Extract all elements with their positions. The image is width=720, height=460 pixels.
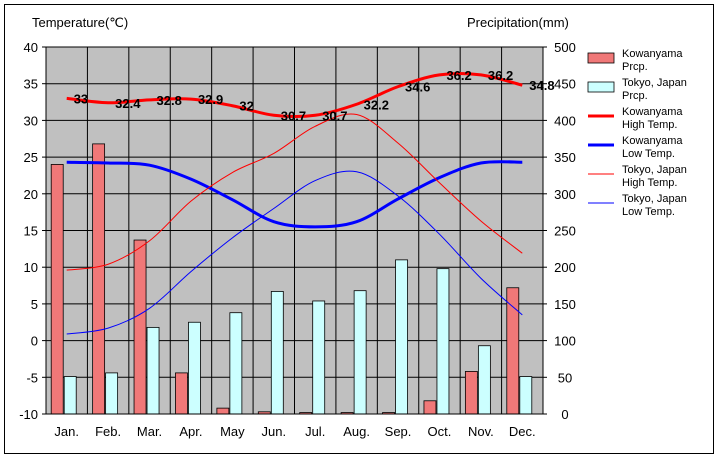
bar-tokyo-prcp [146, 326, 160, 415]
data-label: 36.2 [446, 68, 471, 83]
x-tick-label: Jun. [262, 424, 287, 439]
x-tick-label: Mar. [137, 424, 162, 439]
right-tick-label: 200 [554, 260, 576, 275]
x-tick-label: Jan. [54, 424, 79, 439]
bar-tokyo-prcp [477, 345, 491, 415]
right-tick-label: 250 [554, 224, 576, 239]
legend-label: Tokyo, Japan [622, 193, 687, 205]
bar-tokyo-prcp [63, 376, 77, 415]
line-tokyo-high [66, 113, 523, 271]
bar-tokyo-prcp [229, 312, 243, 415]
legend-swatch [587, 52, 615, 64]
x-tick-label: Oct. [428, 424, 452, 439]
bar-tokyo-prcp [312, 300, 326, 415]
right-tick-label: 500 [554, 40, 576, 55]
legend-label: Kowanyama [622, 48, 683, 60]
right-tick-label: 450 [554, 77, 576, 92]
left-tick-label: 30 [24, 113, 38, 128]
bar-tokyo-prcp [105, 372, 119, 415]
legend-label: Prcp. [622, 61, 648, 73]
right-tick-label: 400 [554, 113, 576, 128]
axes: -10-505101520253035400501001502002503003… [19, 40, 576, 439]
x-tick-label: Sep. [385, 424, 412, 439]
data-label: 30.7 [322, 108, 347, 123]
x-tick-label: Jul. [305, 424, 325, 439]
legend-label: Tokyo, Japan [622, 164, 687, 176]
left-axis-title: Temperature(℃) [32, 15, 128, 30]
x-tick-label: Dec. [509, 424, 536, 439]
bar-tokyo-prcp [353, 290, 367, 415]
legend-label: Low Temp. [622, 206, 675, 218]
right-tick-label: 50 [558, 370, 572, 385]
bar-kowanyama-prcp [92, 143, 106, 415]
x-tick-label: Nov. [468, 424, 494, 439]
bar-tokyo-prcp [395, 259, 408, 415]
right-axis-title: Precipitation(mm) [467, 15, 569, 30]
precipitation-bars [50, 143, 533, 415]
data-label: 32.9 [198, 92, 223, 107]
bar-kowanyama-prcp [216, 407, 230, 415]
legend-label: Prcp. [622, 90, 648, 102]
right-tick-label: 100 [554, 334, 576, 349]
right-tick-label: 350 [554, 150, 576, 165]
left-tick-label: 10 [24, 260, 38, 275]
data-label: 36.2 [488, 68, 513, 83]
right-tick-label: 300 [554, 187, 576, 202]
left-tick-label: -5 [26, 370, 38, 385]
x-tick-label: Feb. [95, 424, 121, 439]
left-tick-label: 5 [31, 297, 38, 312]
left-tick-label: 0 [31, 334, 38, 349]
data-label: 32.4 [115, 96, 141, 111]
left-tick-label: 35 [24, 77, 38, 92]
bar-tokyo-prcp [436, 268, 450, 415]
legend-swatch [587, 81, 615, 93]
data-label: 32.2 [364, 97, 389, 112]
data-label: 32.8 [157, 93, 182, 108]
left-tick-label: 40 [24, 40, 38, 55]
data-label: 30.7 [281, 108, 306, 123]
left-tick-label: 15 [24, 224, 38, 239]
bar-kowanyama-prcp [175, 372, 188, 415]
bar-tokyo-prcp [519, 376, 533, 415]
right-tick-label: 150 [554, 297, 576, 312]
left-tick-label: 25 [24, 150, 38, 165]
bar-kowanyama-prcp [50, 164, 64, 415]
data-label: 34.8 [529, 78, 554, 93]
bar-kowanyama-prcp [133, 239, 147, 415]
bar-tokyo-prcp [270, 291, 284, 415]
right-tick-label: 0 [561, 407, 568, 422]
data-label: 33 [74, 91, 88, 106]
x-tick-label: Aug. [343, 424, 370, 439]
legend-label: Kowanyama [622, 135, 683, 147]
data-labels: 33 32.4 32.8 32.9 32 30.7 30.7 32.2 34.6 36.2 36.2… [74, 68, 555, 123]
data-label: 32 [239, 99, 253, 114]
legend-label: Tokyo, Japan [622, 77, 687, 89]
data-label: 34.6 [405, 80, 430, 95]
line-tokyo-low [66, 170, 523, 335]
x-tick-label: May [220, 424, 245, 439]
line-kowanyama-high [66, 72, 523, 119]
legend-label: Low Temp. [622, 148, 675, 160]
bar-kowanyama-prcp [464, 371, 478, 415]
legend-label: Kowanyama [622, 106, 683, 118]
temperature-lines [66, 72, 523, 335]
bar-tokyo-prcp [188, 321, 201, 415]
bar-kowanyama-prcp [423, 400, 437, 415]
left-tick-label: 20 [24, 187, 38, 202]
line-kowanyama-low [66, 160, 523, 229]
legend-label: High Temp. [622, 177, 677, 189]
x-tick-label: Apr. [179, 424, 202, 439]
legend-label: High Temp. [622, 119, 677, 131]
left-tick-label: -10 [19, 407, 38, 422]
